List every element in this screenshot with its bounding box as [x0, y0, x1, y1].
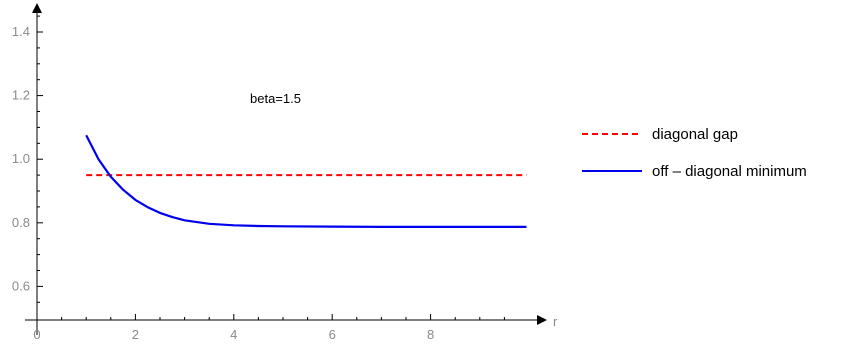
x-tick-label: 4 [230, 327, 237, 342]
y-tick-label: 1.2 [12, 88, 30, 103]
series-group [85, 134, 527, 228]
legend-label-diagonal-gap: diagonal gap [652, 126, 738, 143]
y-tick-label: 1.4 [12, 24, 30, 39]
legend: diagonal gap off – diagonal minimum [582, 126, 807, 180]
series-line-off-diagonal-minimum [85, 134, 527, 228]
x-ticks: 0 2 4 6 8 [33, 314, 505, 342]
x-tick-label: 0 [33, 327, 40, 342]
y-ticks: 0.6 0.8 1.0 1.2 1.4 [12, 15, 43, 303]
x-tick-label: 6 [329, 327, 336, 342]
y-tick-label: 0.6 [12, 278, 30, 293]
x-tick-label: 2 [132, 327, 139, 342]
x-tick-label: 8 [427, 327, 434, 342]
y-tick-label: 1.0 [12, 151, 30, 166]
legend-label-off-diagonal-minimum: off – diagonal minimum [652, 163, 807, 180]
x-axis-label: r [553, 314, 558, 329]
beta-annotation: beta=1.5 [250, 91, 301, 106]
y-tick-label: 0.8 [12, 215, 30, 230]
